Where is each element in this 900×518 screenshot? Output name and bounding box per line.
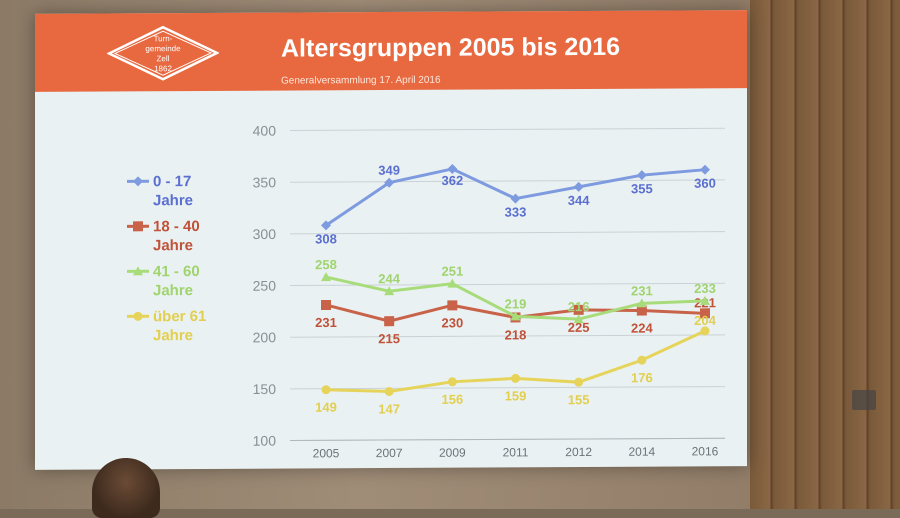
data-label: 231 xyxy=(315,315,337,330)
logo-line-4: 1862 xyxy=(154,64,172,73)
data-point xyxy=(637,356,646,365)
y-tick-label: 400 xyxy=(253,123,277,139)
data-point xyxy=(133,176,143,186)
legend-label: Jahre xyxy=(153,327,193,344)
y-tick-label: 200 xyxy=(253,329,277,345)
slide-header: Turn- gemeinde Zell 1862 Altersgruppen 2… xyxy=(35,10,747,92)
data-label: 159 xyxy=(505,388,527,403)
gridline xyxy=(290,180,725,182)
projection-screen: Turn- gemeinde Zell 1862 Altersgruppen 2… xyxy=(35,10,747,470)
wall-socket xyxy=(852,390,876,410)
data-point xyxy=(448,377,457,386)
x-tick-label: 2011 xyxy=(503,445,529,459)
data-point xyxy=(384,316,394,326)
x-tick-label: 2009 xyxy=(439,446,466,460)
data-label: 204 xyxy=(694,313,716,328)
legend-label: Jahre xyxy=(153,237,193,254)
wood-panels xyxy=(750,0,900,509)
data-point xyxy=(511,374,520,383)
slide-subtitle: Generalversammlung 17. April 2016 xyxy=(281,75,441,87)
club-logo: Turn- gemeinde Zell 1862 xyxy=(107,25,219,82)
y-tick-label: 100 xyxy=(253,433,277,449)
data-label: 344 xyxy=(568,193,590,208)
data-point xyxy=(447,300,457,310)
x-tick-label: 2005 xyxy=(313,446,340,460)
y-tick-label: 300 xyxy=(253,226,277,242)
data-label: 176 xyxy=(631,370,653,385)
y-tick-label: 350 xyxy=(253,174,277,190)
data-label: 360 xyxy=(694,176,716,191)
x-axis xyxy=(290,438,725,440)
data-point xyxy=(700,165,710,175)
data-label: 230 xyxy=(441,315,463,330)
audience-head xyxy=(92,458,160,518)
data-label: 349 xyxy=(378,163,400,178)
data-label: 215 xyxy=(378,331,400,346)
y-tick-label: 250 xyxy=(253,278,277,294)
data-label: 258 xyxy=(315,257,337,272)
data-label: 308 xyxy=(315,231,337,246)
logo-line-1: Turn- xyxy=(154,34,173,43)
data-label: 251 xyxy=(441,264,463,279)
slide-title: Altersgruppen 2005 bis 2016 xyxy=(281,33,620,64)
data-label: 355 xyxy=(631,181,653,196)
legend-label: Jahre xyxy=(153,282,193,299)
data-point xyxy=(322,385,331,394)
gridline xyxy=(290,232,725,234)
data-label: 244 xyxy=(378,271,400,286)
data-point xyxy=(511,194,521,204)
logo-line-2: gemeinde xyxy=(145,44,181,53)
gridline xyxy=(290,128,725,130)
line-chart: 100 150 200 250 300 350 400 2005 2007 2009 2011 201… xyxy=(35,88,747,470)
data-label: 155 xyxy=(568,392,590,407)
data-label: 156 xyxy=(441,392,463,407)
data-point xyxy=(385,387,394,396)
data-label: 219 xyxy=(505,296,527,311)
x-tick-label: 2016 xyxy=(692,444,719,458)
data-label: 147 xyxy=(378,401,400,416)
data-label: 333 xyxy=(505,205,527,220)
legend-label: 41 - 60 xyxy=(153,263,200,280)
logo-line-3: Zell xyxy=(157,54,170,63)
x-tick-label: 2007 xyxy=(376,446,403,460)
data-label: 231 xyxy=(631,283,653,298)
data-label: 218 xyxy=(505,327,527,342)
legend-label: über 61 xyxy=(153,308,206,325)
data-label: 216 xyxy=(568,299,590,314)
data-label: 224 xyxy=(631,320,653,335)
legend-label: Jahre xyxy=(153,192,193,209)
data-point xyxy=(637,170,647,180)
data-label: 149 xyxy=(315,400,337,415)
data-point xyxy=(133,221,143,231)
x-tick-label: 2014 xyxy=(628,445,655,459)
y-tick-label: 150 xyxy=(253,381,277,397)
legend-label: 0 - 17 xyxy=(153,173,191,190)
data-point xyxy=(321,300,331,310)
data-point xyxy=(134,312,143,321)
data-label: 233 xyxy=(694,281,716,296)
x-tick-label: 2012 xyxy=(565,445,592,459)
data-point xyxy=(574,378,583,387)
legend-label: 18 - 40 xyxy=(153,218,200,235)
data-label: 362 xyxy=(441,173,463,188)
data-point xyxy=(574,182,584,192)
